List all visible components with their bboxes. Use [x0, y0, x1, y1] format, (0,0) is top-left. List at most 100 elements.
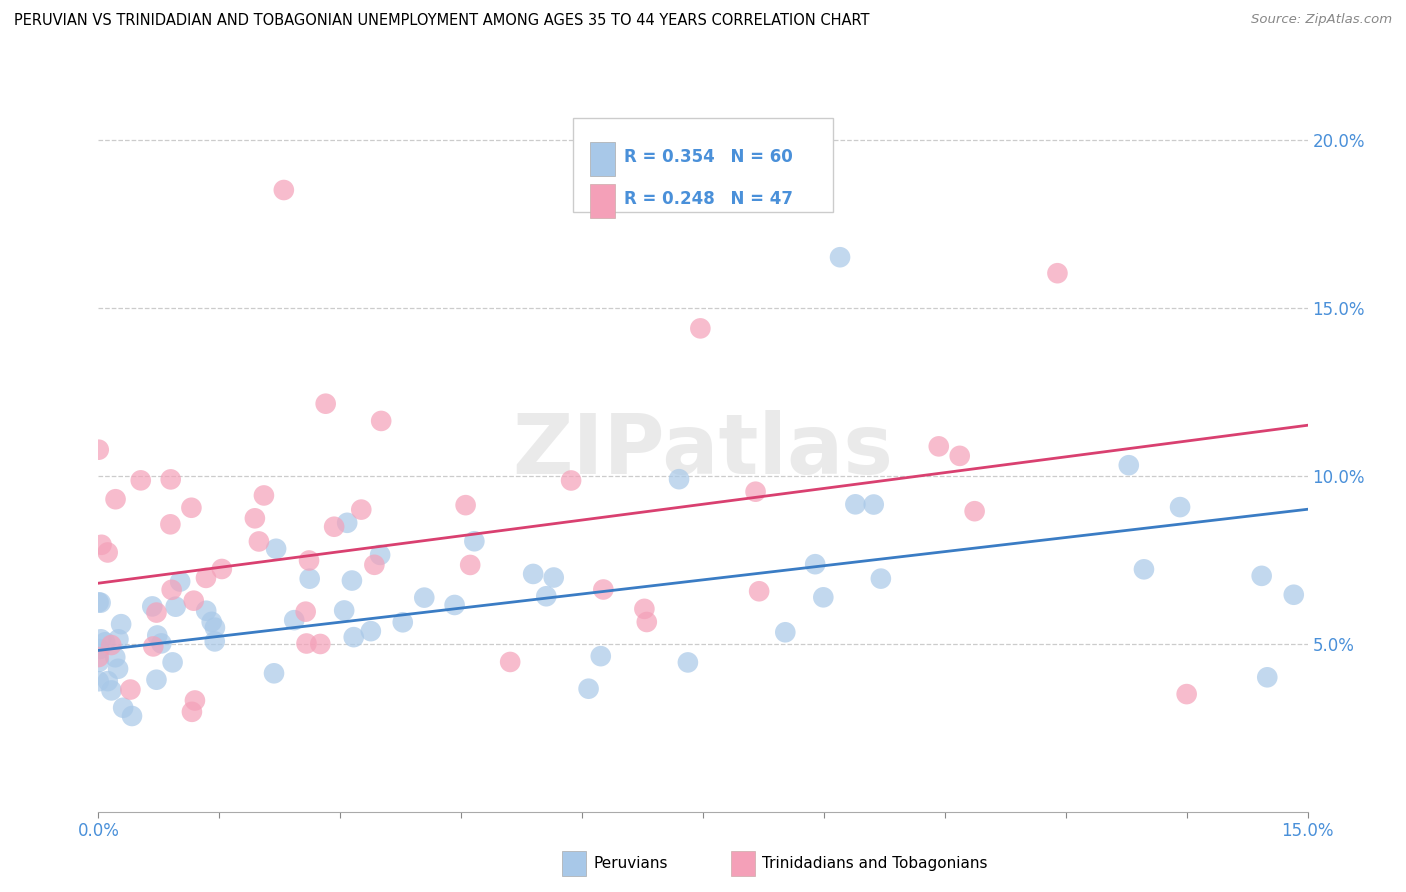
- Point: [748, 584, 770, 599]
- Point: [458, 558, 481, 572]
- Point: [107, 632, 129, 647]
- Point: [90, 596, 112, 610]
- Point: [160, 582, 183, 597]
- Point: [121, 709, 143, 723]
- Point: [370, 414, 392, 428]
- Point: [146, 628, 169, 642]
- Point: [87, 650, 110, 665]
- Point: [142, 640, 165, 654]
- Text: PERUVIAN VS TRINIDADIAN AND TOBAGONIAN UNEMPLOYMENT AMONG AGES 35 TO 44 YEARS CO: PERUVIAN VS TRINIDADIAN AND TOBAGONIAN U…: [14, 13, 869, 29]
- Point: [181, 705, 204, 719]
- Point: [309, 637, 332, 651]
- Point: [87, 442, 110, 457]
- Point: [333, 603, 356, 617]
- Point: [145, 673, 167, 687]
- Point: [1133, 562, 1156, 576]
- Point: [165, 599, 187, 614]
- Point: [298, 553, 321, 567]
- Point: [87, 655, 110, 669]
- Point: [413, 591, 436, 605]
- Point: [107, 662, 129, 676]
- Text: Trinidadians and Tobagonians: Trinidadians and Tobagonians: [762, 856, 987, 871]
- Point: [243, 511, 266, 525]
- Point: [94, 635, 117, 649]
- Point: [97, 545, 120, 559]
- Point: [560, 474, 582, 488]
- Point: [522, 566, 544, 581]
- Point: [264, 541, 287, 556]
- Point: [543, 570, 565, 584]
- Point: [323, 520, 346, 534]
- Point: [928, 439, 950, 453]
- Point: [315, 397, 337, 411]
- Point: [350, 502, 373, 516]
- Point: [89, 642, 111, 657]
- Point: [150, 636, 173, 650]
- Point: [87, 595, 110, 609]
- Text: Peruvians: Peruvians: [593, 856, 668, 871]
- Point: [340, 574, 363, 588]
- Point: [204, 621, 226, 635]
- Point: [1175, 687, 1198, 701]
- Point: [90, 632, 112, 647]
- Point: [1118, 458, 1140, 473]
- Point: [295, 636, 318, 650]
- Text: N = 60: N = 60: [720, 148, 793, 166]
- Point: [253, 488, 276, 502]
- Point: [90, 538, 112, 552]
- Point: [499, 655, 522, 669]
- Point: [100, 683, 122, 698]
- Point: [804, 558, 827, 572]
- Point: [1168, 500, 1191, 514]
- Point: [104, 650, 127, 665]
- Point: [294, 605, 316, 619]
- Point: [129, 474, 152, 488]
- Point: [159, 517, 181, 532]
- Point: [112, 700, 135, 714]
- Point: [184, 693, 207, 707]
- Point: [536, 589, 558, 603]
- Point: [336, 516, 359, 530]
- Point: [862, 498, 884, 512]
- Point: [869, 572, 891, 586]
- Point: [100, 638, 122, 652]
- Point: [201, 615, 224, 629]
- Point: [668, 472, 690, 486]
- Point: [1250, 569, 1272, 583]
- Point: [744, 484, 766, 499]
- Point: [97, 674, 120, 689]
- Point: [194, 571, 217, 585]
- Point: [633, 602, 655, 616]
- Point: [283, 613, 305, 627]
- Text: Source: ZipAtlas.com: Source: ZipAtlas.com: [1251, 13, 1392, 27]
- Point: [949, 449, 972, 463]
- Point: [443, 598, 465, 612]
- Point: [273, 183, 295, 197]
- Point: [1046, 266, 1069, 280]
- Point: [454, 498, 477, 512]
- Text: R = 0.354: R = 0.354: [624, 148, 714, 166]
- Point: [180, 500, 202, 515]
- Point: [110, 617, 132, 632]
- Point: [963, 504, 986, 518]
- Point: [589, 649, 612, 664]
- Point: [104, 492, 127, 507]
- Point: [263, 666, 285, 681]
- Text: R = 0.248: R = 0.248: [624, 190, 714, 208]
- Point: [391, 615, 413, 630]
- Point: [775, 625, 797, 640]
- Point: [343, 630, 366, 644]
- Point: [592, 582, 614, 597]
- Point: [360, 624, 382, 639]
- Point: [363, 558, 385, 572]
- Point: [689, 321, 711, 335]
- Text: N = 47: N = 47: [720, 190, 793, 208]
- Point: [87, 674, 110, 689]
- Point: [813, 591, 835, 605]
- Point: [183, 593, 205, 607]
- Point: [169, 574, 191, 589]
- Point: [368, 548, 391, 562]
- Point: [247, 534, 270, 549]
- Point: [204, 634, 226, 648]
- Point: [120, 682, 142, 697]
